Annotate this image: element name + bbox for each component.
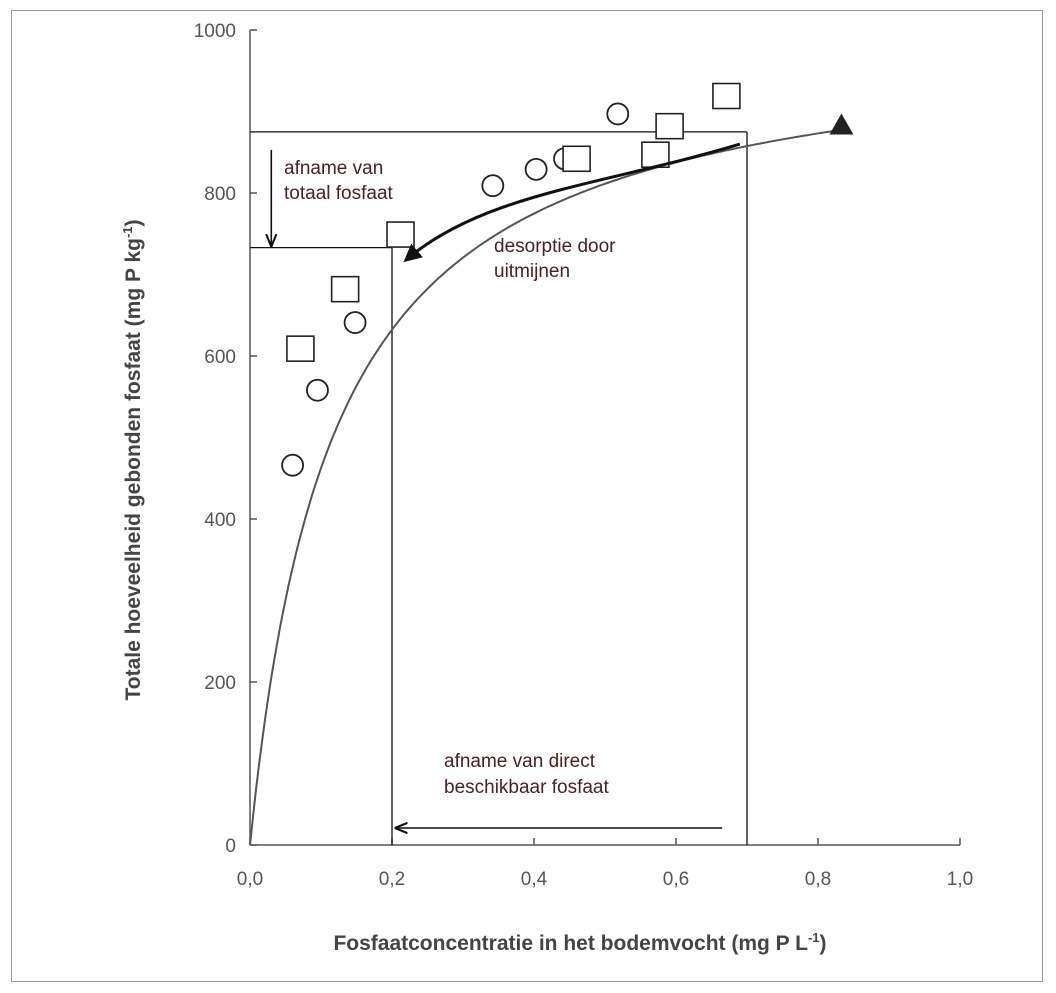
- fit-curve: [249, 128, 844, 846]
- marker-square: [330, 275, 360, 303]
- marker-triangle: [829, 113, 854, 135]
- y-tick-label: 800: [204, 184, 236, 205]
- marker-circle: [524, 157, 548, 181]
- x-tick-label: 0,6: [663, 869, 689, 890]
- marker-circle: [481, 174, 505, 198]
- y-axis-title: Totale hoeveelheid gebonden fosfaat (mg …: [120, 219, 145, 700]
- y-tick-label: 1000: [194, 21, 236, 42]
- marker-square: [712, 82, 741, 110]
- x-axis-title-end: ): [820, 932, 827, 955]
- arrow-desorption: [403, 142, 741, 263]
- x-tick-label: 0,4: [521, 869, 548, 890]
- marker-square: [655, 112, 684, 140]
- x-tick-label: 0,2: [379, 869, 405, 890]
- annotation-direct-line2: beschikbaar fosfaat: [444, 777, 609, 798]
- y-axis-title-sup: -1: [120, 226, 135, 238]
- annotation-desorption-line1: desorptie door: [494, 236, 616, 257]
- annotation-direct-line1: afname van direct: [444, 751, 596, 772]
- y-tick-label: 400: [204, 510, 236, 531]
- annotation-desorption-line2: uitmijnen: [494, 261, 570, 282]
- axes: 0,0 0,2 0,4 0,6 0,8 1,0 0 200 400 600 800 1000: [194, 21, 973, 890]
- annotation-arrows: [271, 142, 741, 828]
- marker-circle: [306, 378, 329, 402]
- x-tick-label: 0,0: [237, 869, 263, 890]
- y-tick-label: 200: [204, 673, 236, 694]
- y-tick-label: 600: [204, 347, 236, 368]
- marker-square: [386, 221, 415, 248]
- marker-square: [562, 145, 591, 173]
- annotation-total-line2: totaal fosfaat: [284, 183, 394, 204]
- annotation-total-line1: afname van: [284, 158, 383, 179]
- x-tick-label: 0,8: [805, 869, 831, 890]
- y-tick-label: 0: [225, 836, 236, 857]
- marker-circle: [281, 453, 305, 477]
- x-axis-title-sup: -1: [808, 930, 820, 945]
- marker-circle: [343, 311, 367, 334]
- data-markers: [281, 82, 854, 477]
- x-axis-title: Fosfaatconcentratie in het bodemvocht (m…: [333, 930, 826, 955]
- marker-square: [286, 335, 315, 362]
- chart-frame: [11, 10, 1043, 982]
- x-tick-label: 1,0: [947, 869, 973, 890]
- y-axis-title-end: ): [122, 219, 145, 226]
- marker-circle: [606, 102, 630, 126]
